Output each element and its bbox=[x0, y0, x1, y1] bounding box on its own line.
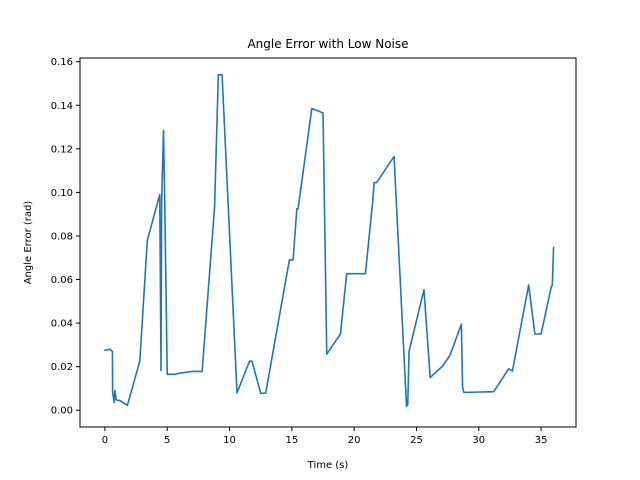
x-tick-label: 5 bbox=[164, 435, 170, 446]
y-axis-ticks: 0.00 0.02 0.04 0.06 0.08 0.10 0.12 0.14 0.16 bbox=[51, 57, 80, 417]
y-tick-label: 0.04 bbox=[51, 319, 73, 330]
x-tick-label: 30 bbox=[472, 435, 485, 446]
series-layer bbox=[104, 73, 555, 408]
x-tick-label: 25 bbox=[410, 435, 423, 446]
series-line bbox=[104, 73, 555, 408]
x-tick-label: 20 bbox=[348, 435, 361, 446]
plot-frame bbox=[79, 57, 577, 428]
x-axis-label: Time (s) bbox=[307, 460, 349, 471]
y-tick-label: 0.00 bbox=[51, 406, 73, 417]
x-tick-label: 0 bbox=[102, 435, 108, 446]
y-tick-label: 0.06 bbox=[51, 275, 73, 286]
x-axis-ticks: 0 5 10 15 20 25 30 35 bbox=[102, 427, 548, 446]
x-tick-label: 15 bbox=[285, 435, 298, 446]
y-tick-label: 0.16 bbox=[51, 57, 73, 68]
y-axis-label: Angle Error (rad) bbox=[23, 201, 34, 285]
y-tick-label: 0.12 bbox=[51, 144, 73, 155]
y-tick-label: 0.10 bbox=[51, 188, 73, 199]
x-tick-label: 10 bbox=[223, 435, 236, 446]
y-tick-label: 0.02 bbox=[51, 362, 73, 373]
y-tick-label: 0.14 bbox=[51, 101, 73, 112]
x-tick-label: 35 bbox=[535, 435, 548, 446]
y-tick-label: 0.08 bbox=[51, 231, 73, 242]
chart-title: Angle Error with Low Noise bbox=[247, 37, 408, 51]
